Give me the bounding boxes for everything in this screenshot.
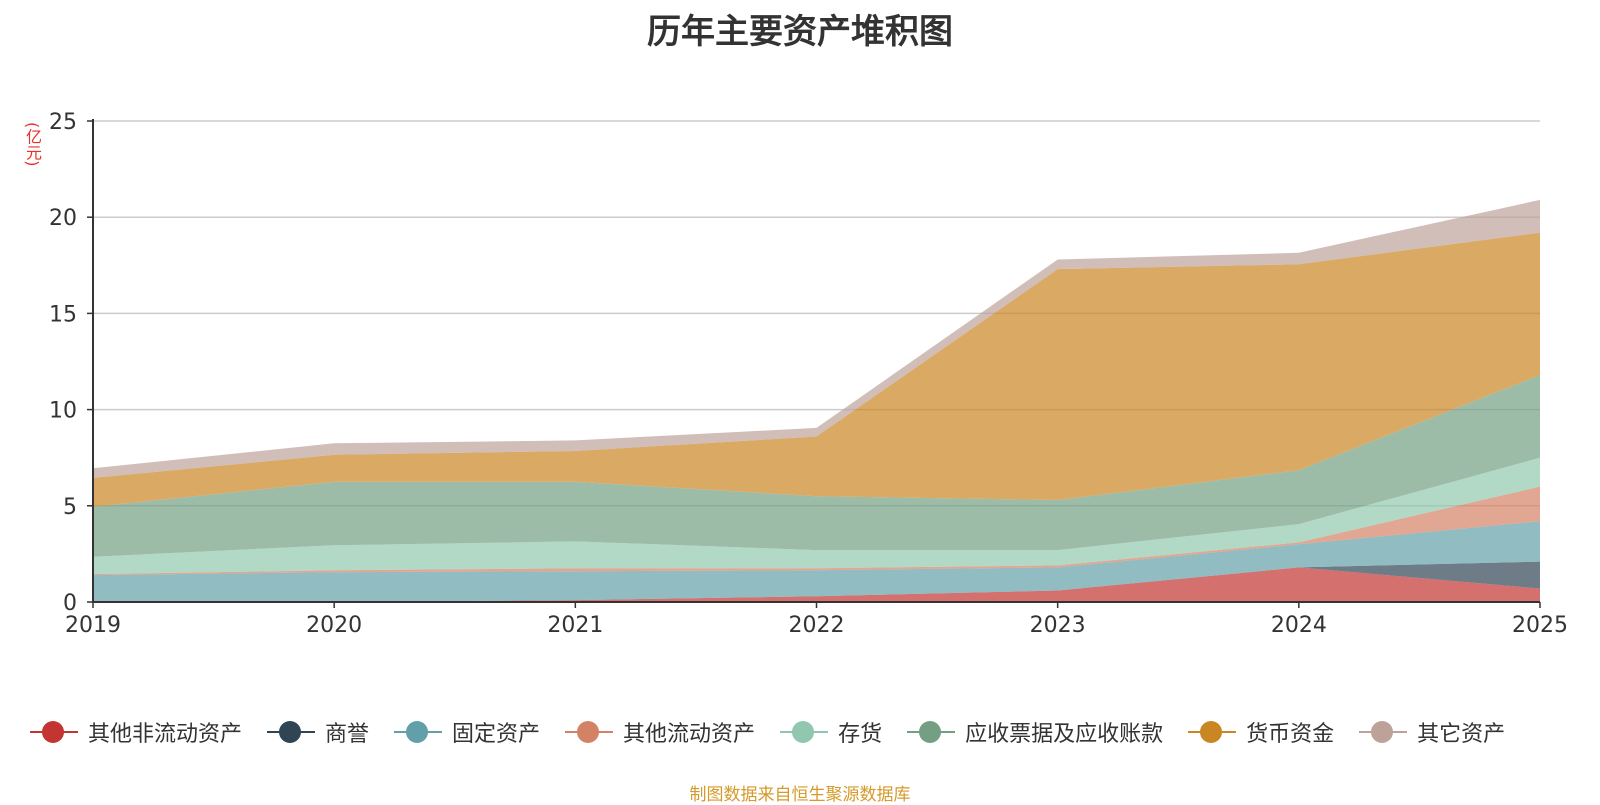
area-series-1 — [93, 567, 1540, 602]
legend-marker-icon — [1357, 718, 1409, 746]
x-tick-label: 2025 — [1512, 613, 1568, 638]
legend-item[interactable]: 其他非流动资产 — [28, 716, 242, 748]
y-tick-label: 5 — [63, 495, 77, 520]
legend-label: 固定资产 — [452, 722, 541, 747]
legend-item[interactable]: 应收票据及应收账款 — [905, 716, 1163, 748]
y-axis-unit-label: (亿元) — [23, 122, 42, 167]
legend-label: 货币资金 — [1246, 722, 1335, 747]
y-tick-label: 0 — [63, 591, 77, 616]
legend-item[interactable]: 货币资金 — [1186, 716, 1334, 748]
y-tick-label: 15 — [49, 302, 77, 327]
legend-label: 商誉 — [325, 722, 370, 747]
area-series-5 — [93, 457, 1540, 575]
legend-label: 其他非流动资产 — [88, 722, 243, 747]
legend-marker-icon — [1186, 718, 1238, 746]
legend-marker-icon — [392, 718, 444, 746]
x-tick-label: 2023 — [1030, 613, 1086, 638]
legend-marker-icon — [265, 718, 317, 746]
legend-marker-icon — [905, 718, 957, 746]
area-series-2 — [93, 561, 1540, 602]
legend-label: 存货 — [838, 722, 883, 747]
area-series — [93, 199, 1540, 602]
area-series-6 — [93, 375, 1540, 557]
legend-item[interactable]: 固定资产 — [392, 716, 540, 748]
x-tick-label: 2024 — [1271, 613, 1327, 638]
x-tick-label: 2019 — [65, 613, 121, 638]
y-tick-label: 25 — [49, 110, 77, 135]
legend-item[interactable]: 其它资产 — [1357, 716, 1505, 748]
x-tick-label: 2020 — [306, 613, 362, 638]
legend-item[interactable]: 商誉 — [265, 716, 369, 748]
legend-marker-icon — [28, 718, 80, 746]
legend: 其他非流动资产 商誉 固定资产 其他流动资产 存货 应收票据及应收账款 货币资金 其它资产 — [28, 716, 1528, 748]
legend-marker-icon — [778, 718, 830, 746]
y-tick-label: 20 — [49, 206, 77, 231]
legend-label: 其它资产 — [1417, 722, 1506, 747]
legend-label: 应收票据及应收账款 — [965, 722, 1164, 747]
area-series-3 — [93, 521, 1540, 602]
legend-marker-icon — [563, 718, 615, 746]
legend-item[interactable]: 存货 — [778, 716, 882, 748]
y-tick-label: 10 — [49, 399, 77, 424]
legend-label: 其他流动资产 — [623, 722, 756, 747]
x-tick-label: 2021 — [547, 613, 603, 638]
source-note: 制图数据来自恒生聚源数据库 — [689, 785, 911, 805]
legend-item[interactable]: 其他流动资产 — [563, 716, 755, 748]
x-tick-label: 2022 — [789, 613, 845, 638]
area-series-7 — [93, 232, 1540, 507]
chart-title: 历年主要资产堆积图 — [647, 12, 953, 52]
